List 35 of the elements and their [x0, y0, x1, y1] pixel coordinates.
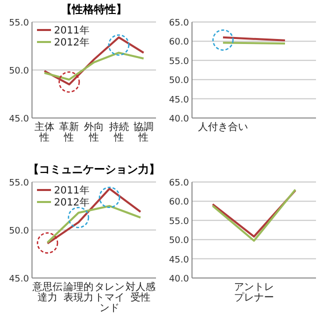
y-tick-label: 40.0	[168, 114, 190, 124]
x-tick-label: 外向性	[84, 121, 104, 144]
chart-title: 【性格特性】	[61, 3, 127, 16]
x-tick-label: 主体性	[34, 121, 54, 144]
y-tick-label: 50.0	[8, 66, 30, 76]
x-tick-label: 対人感受性	[126, 281, 156, 304]
y-tick-label: 65.0	[168, 18, 190, 28]
x-tick-label: タレントマインド	[94, 282, 124, 314]
x-tick-label: 論理的表現力	[64, 281, 94, 304]
y-tick-label: 50.0	[168, 76, 190, 86]
x-tick-label: 意思伝達力	[32, 281, 62, 304]
y-tick-label: 45.0	[8, 274, 30, 284]
y-tick-label: 45.0	[168, 255, 190, 266]
x-tick-label: アントレプレナー	[234, 282, 274, 304]
y-tick-label: 40.0	[168, 274, 190, 284]
x-tick-label: 協調性	[134, 121, 154, 144]
y-tick-label: 55.0	[168, 216, 190, 227]
y-tick-label: 50.0	[8, 226, 30, 236]
y-tick-label: 55.0	[168, 56, 190, 67]
y-tick-label: 55.0	[8, 18, 30, 28]
y-tick-label: 50.0	[168, 236, 190, 246]
y-tick-label: 60.0	[168, 38, 190, 48]
y-tick-label: 65.0	[168, 178, 190, 188]
chart-title: 【コミュニケーション力】	[28, 163, 160, 176]
x-tick-label: 人付き合い	[198, 121, 248, 133]
y-tick-label: 60.0	[168, 198, 190, 208]
y-tick-label: 55.0	[8, 178, 30, 188]
legend-label: 2012年	[54, 196, 90, 208]
x-tick-label: 持続性	[108, 121, 129, 144]
legend-label: 2012年	[54, 36, 90, 48]
y-tick-label: 45.0	[168, 95, 190, 106]
legend-label: 2011年	[54, 184, 90, 196]
y-tick-label: 45.0	[8, 114, 30, 124]
x-tick-label: 革新性	[59, 121, 80, 144]
legend-label: 2011年	[54, 24, 90, 36]
